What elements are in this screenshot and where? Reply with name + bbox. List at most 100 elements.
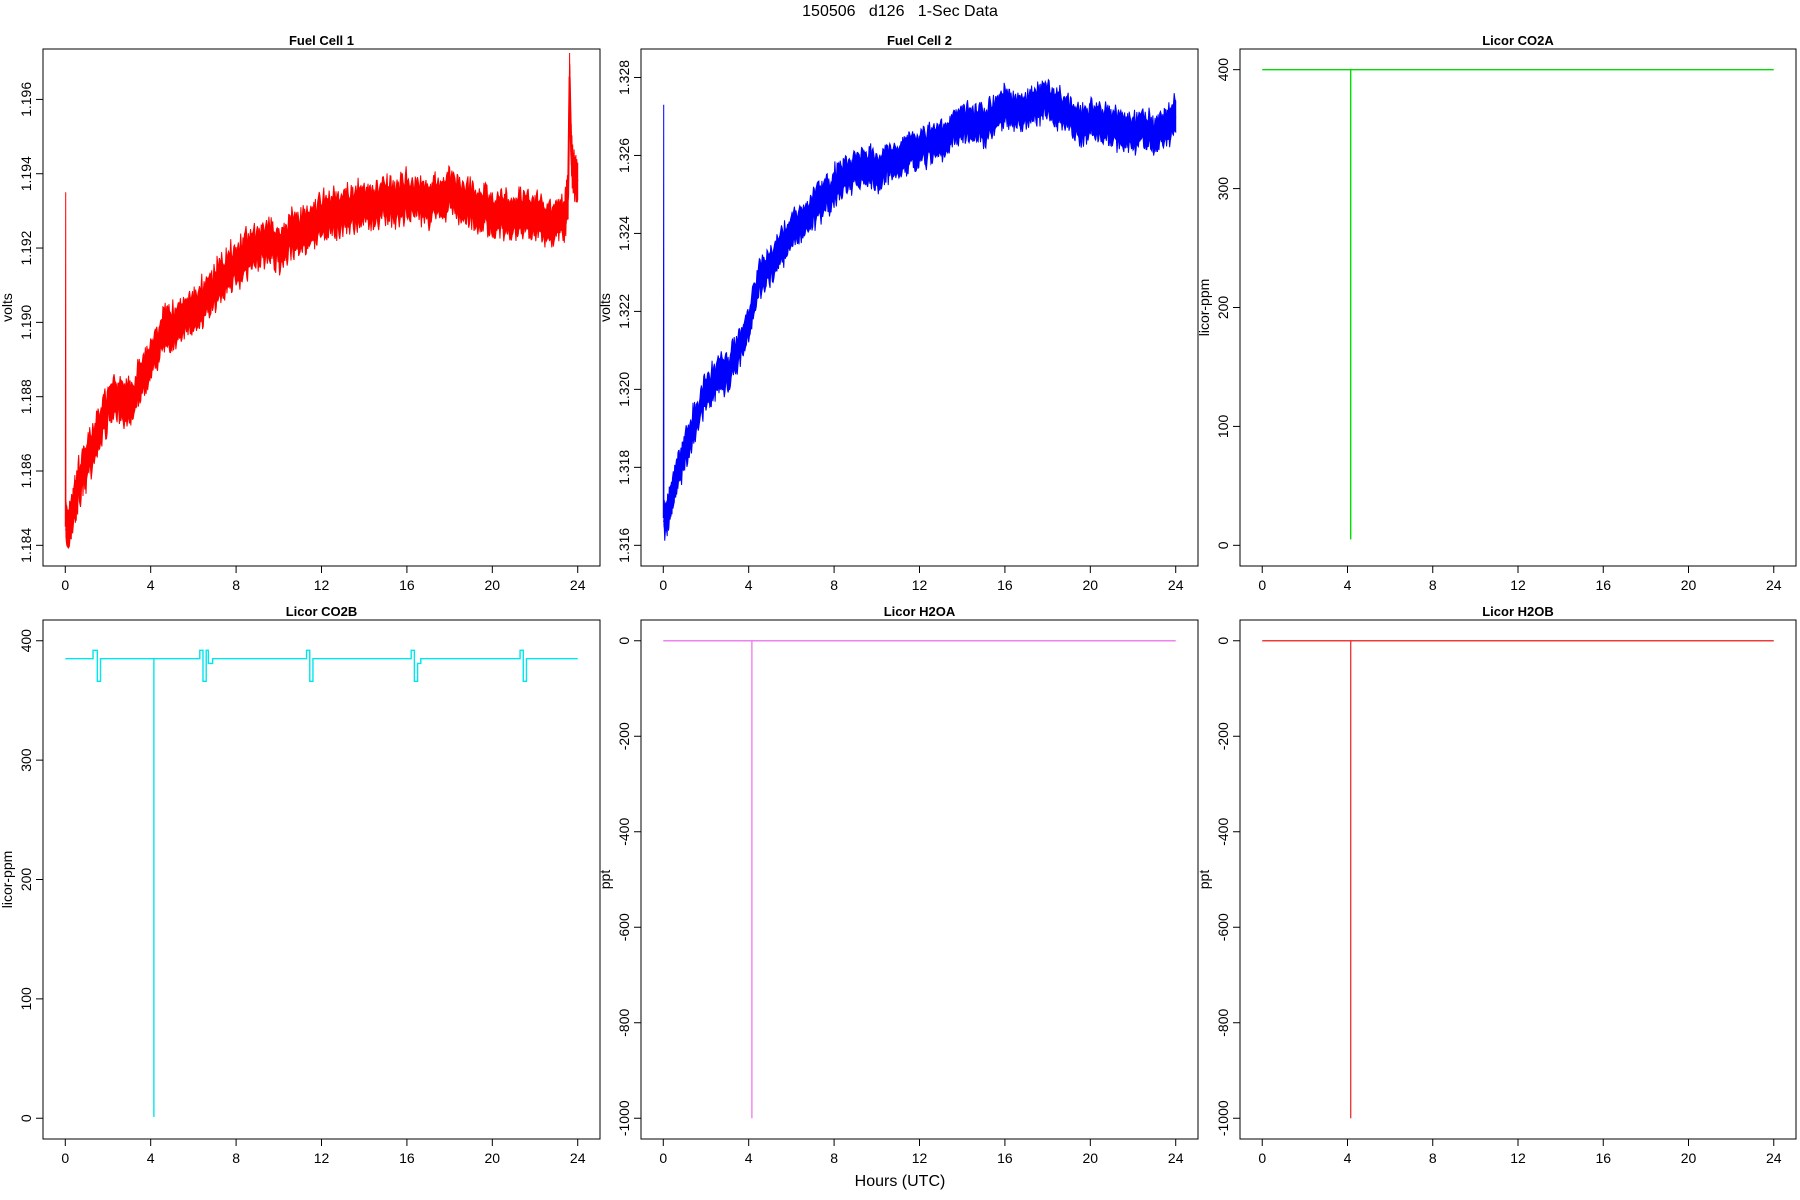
x-tick-label: 8 xyxy=(830,1150,838,1166)
chart-panel-6: Licor H2OB ppt 0 4 8 12 16 20 24 -1000 -800 -600 -40… xyxy=(1196,604,1797,1166)
x-tick-label: 20 xyxy=(1681,1150,1697,1166)
y-tick-label: 1.326 xyxy=(616,138,632,173)
x-tick-label: 4 xyxy=(745,577,753,593)
y-tick-label: 1.316 xyxy=(616,528,632,563)
y-tick-label: -800 xyxy=(1215,1009,1231,1037)
chart-title: Licor CO2A xyxy=(1482,33,1554,48)
x-tick-label: 24 xyxy=(1168,577,1184,593)
chart-title: Licor H2OB xyxy=(1482,604,1554,619)
y-tick-label: 0 xyxy=(1215,637,1231,645)
x-tick-label: 16 xyxy=(997,1150,1013,1166)
y-tick-label: 300 xyxy=(18,748,34,772)
y-tick-label: 1.320 xyxy=(616,372,632,407)
y-axis-label: volts xyxy=(0,293,15,322)
x-tick-label: 12 xyxy=(912,577,928,593)
x-tick-label: 12 xyxy=(314,1150,330,1166)
x-axis-label: Hours (UTC) xyxy=(854,1173,946,1190)
x-tick-label: 20 xyxy=(1681,577,1697,593)
y-tick-label: 1.328 xyxy=(616,60,632,95)
y-tick-label: 400 xyxy=(18,629,34,653)
y-tick-label: 100 xyxy=(1215,415,1231,439)
x-tick-label: 16 xyxy=(399,1150,415,1166)
y-tick-label: -1000 xyxy=(616,1100,632,1136)
x-tick-label: 24 xyxy=(1168,1150,1184,1166)
y-axis-label: ppt xyxy=(1196,870,1212,890)
y-tick-label: 1.190 xyxy=(18,305,34,340)
x-tick-label: 8 xyxy=(1429,577,1437,593)
y-tick-label: 200 xyxy=(18,868,34,892)
chart-title: Fuel Cell 1 xyxy=(289,33,354,48)
x-tick-label: 16 xyxy=(1595,1150,1611,1166)
plot-frame xyxy=(1239,48,1797,567)
y-tick-label: 1.196 xyxy=(18,82,34,117)
x-tick-label: 8 xyxy=(232,577,240,593)
y-tick-label: -400 xyxy=(616,818,632,846)
x-tick-label: 20 xyxy=(485,1150,501,1166)
y-tick-label: 0 xyxy=(1215,541,1231,549)
y-axis-label: volts xyxy=(597,293,613,322)
chart-panel-5: Licor H2OA ppt 0 4 8 12 16 20 24 -1000 -800 -600 -40… xyxy=(597,604,1199,1166)
x-tick-label: 8 xyxy=(830,577,838,593)
y-tick-label: -800 xyxy=(616,1009,632,1037)
chart-title: Licor H2OA xyxy=(884,604,956,619)
x-tick-label: 20 xyxy=(1083,577,1099,593)
y-tick-label: 1.184 xyxy=(18,528,34,563)
x-tick-label: 0 xyxy=(659,1150,667,1166)
series-spike xyxy=(662,104,665,522)
x-tick-label: 12 xyxy=(912,1150,928,1166)
y-tick-label: -1000 xyxy=(1215,1100,1231,1136)
x-tick-label: 24 xyxy=(1766,1150,1782,1166)
series-line xyxy=(663,640,1176,1119)
chart-panel-4: Licor CO2B licor-ppm 0 4 8 12 16 20 24 0 100 200 300… xyxy=(0,604,601,1166)
x-tick-label: 12 xyxy=(314,577,330,593)
chart-title: Licor CO2B xyxy=(286,604,358,619)
figure-title: 150506 d126 1-Sec Data xyxy=(802,3,998,20)
chart-panel-1: Fuel Cell 1 volts 0 4 8 12 16 20 24 1.184 1.186 1.1… xyxy=(0,33,601,593)
x-tick-label: 12 xyxy=(1510,577,1526,593)
x-tick-label: 20 xyxy=(485,577,501,593)
chart-panel-3: Licor CO2A licor-ppm 0 4 8 12 16 20 24 0 100 200 300… xyxy=(1196,33,1797,593)
y-tick-label: 0 xyxy=(616,637,632,645)
y-tick-label: 200 xyxy=(1215,296,1231,320)
x-tick-label: 24 xyxy=(1766,577,1782,593)
plot-frame xyxy=(42,48,601,567)
chart-title: Fuel Cell 2 xyxy=(887,33,952,48)
y-tick-label: 1.188 xyxy=(18,379,34,414)
x-tick-label: 16 xyxy=(399,577,415,593)
y-tick-label: 100 xyxy=(18,987,34,1011)
plot-frame xyxy=(1239,619,1797,1140)
y-axis-label: licor-ppm xyxy=(0,851,15,909)
y-tick-label: 300 xyxy=(1215,177,1231,201)
y-tick-label: -200 xyxy=(1215,722,1231,750)
plot-frame xyxy=(640,619,1199,1140)
x-tick-label: 16 xyxy=(997,577,1013,593)
x-tick-label: 0 xyxy=(1258,1150,1266,1166)
x-tick-label: 24 xyxy=(570,577,586,593)
x-tick-label: 4 xyxy=(1344,1150,1352,1166)
y-tick-label: -400 xyxy=(1215,818,1231,846)
x-tick-label: 16 xyxy=(1595,577,1611,593)
y-tick-label: 1.318 xyxy=(616,450,632,485)
series-band xyxy=(663,78,1177,541)
y-tick-label: 1.186 xyxy=(18,453,34,488)
x-tick-label: 0 xyxy=(61,1150,69,1166)
plot-frame xyxy=(42,619,601,1140)
x-tick-label: 24 xyxy=(570,1150,586,1166)
series-line xyxy=(1262,640,1774,1119)
x-tick-label: 0 xyxy=(1258,577,1266,593)
y-tick-label: 400 xyxy=(1215,58,1231,82)
x-tick-label: 4 xyxy=(745,1150,753,1166)
x-tick-label: 20 xyxy=(1083,1150,1099,1166)
series-line xyxy=(64,76,579,531)
x-tick-label: 0 xyxy=(659,577,667,593)
y-tick-label: -600 xyxy=(616,913,632,941)
x-tick-label: 0 xyxy=(61,577,69,593)
y-tick-label: 1.322 xyxy=(616,294,632,329)
y-tick-label: 1.324 xyxy=(616,216,632,251)
x-tick-label: 8 xyxy=(232,1150,240,1166)
y-tick-label: 1.192 xyxy=(18,230,34,265)
y-axis-label: licor-ppm xyxy=(1196,279,1212,337)
x-tick-label: 12 xyxy=(1510,1150,1526,1166)
series-line xyxy=(1262,68,1774,540)
